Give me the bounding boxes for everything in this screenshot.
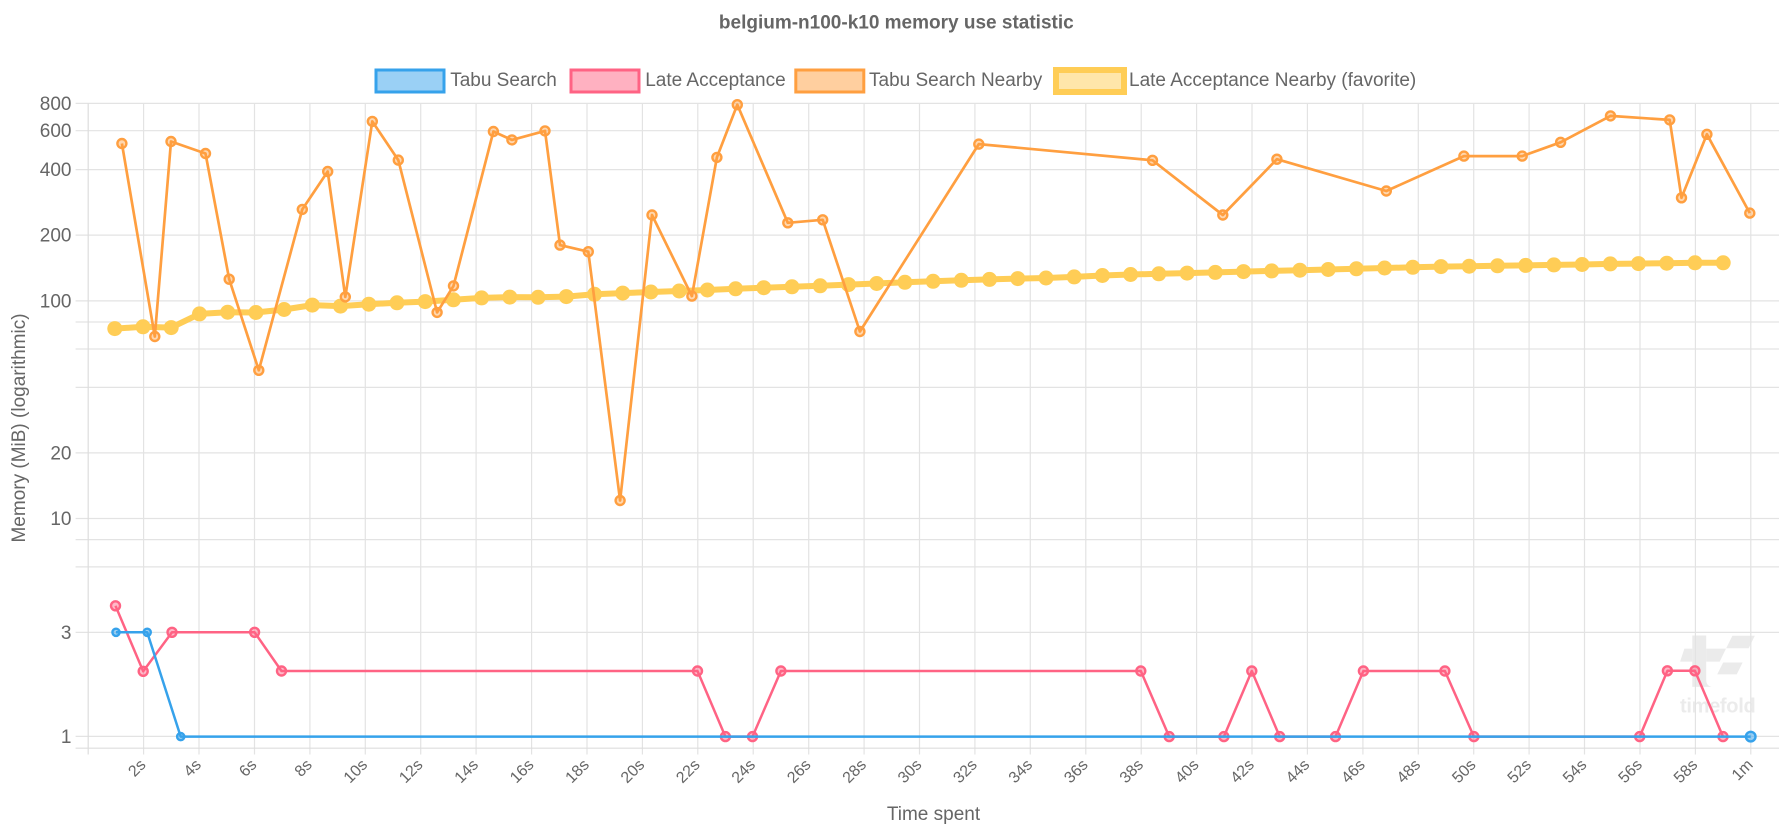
svg-text:100: 100 [40, 291, 72, 312]
svg-text:Late Acceptance: Late Acceptance [645, 70, 786, 91]
svg-text:10: 10 [50, 509, 71, 530]
svg-text:timefold: timefold [1680, 696, 1755, 718]
svg-text:20: 20 [50, 443, 71, 464]
svg-text:Tabu Search: Tabu Search [450, 70, 557, 91]
svg-text:1: 1 [61, 727, 72, 748]
svg-text:3: 3 [61, 623, 72, 644]
svg-text:Memory (MiB) (logarithmic): Memory (MiB) (logarithmic) [9, 313, 30, 542]
svg-text:Tabu Search Nearby: Tabu Search Nearby [869, 70, 1043, 91]
svg-text:Time spent: Time spent [887, 804, 981, 825]
svg-text:800: 800 [40, 94, 72, 115]
svg-text:400: 400 [40, 160, 72, 181]
svg-text:Late Acceptance Nearby (favori: Late Acceptance Nearby (favorite) [1129, 70, 1416, 91]
svg-text:belgium-n100-k10 memory use st: belgium-n100-k10 memory use statistic [719, 12, 1074, 33]
svg-text:200: 200 [40, 226, 72, 247]
svg-text:600: 600 [40, 121, 72, 142]
